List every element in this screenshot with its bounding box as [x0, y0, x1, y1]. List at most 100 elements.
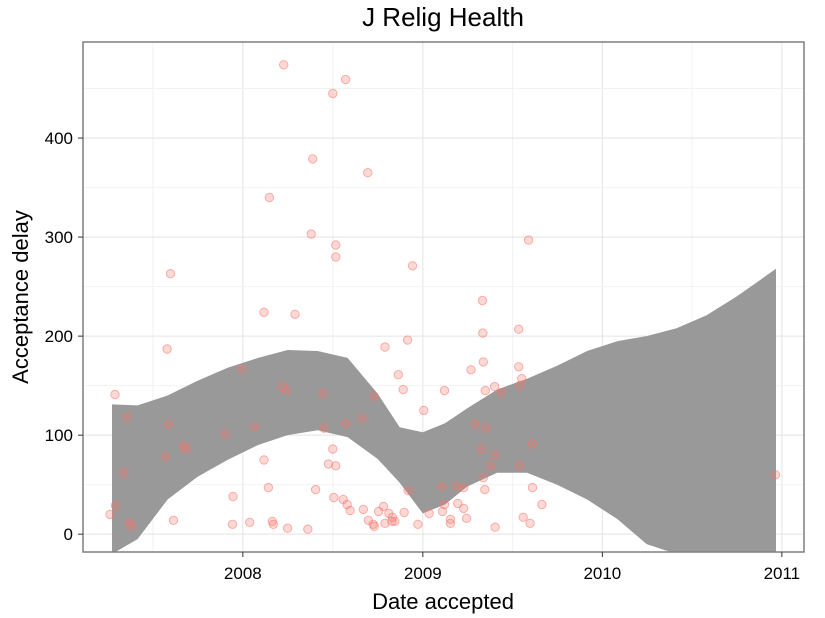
data-point	[263, 482, 274, 493]
data-point	[329, 492, 339, 503]
data-point	[228, 491, 238, 502]
data-point	[537, 499, 547, 510]
data-point	[399, 507, 409, 518]
data-point	[126, 521, 136, 531]
data-point	[110, 500, 121, 511]
data-point	[181, 444, 192, 454]
x-axis-ticks: 2008 2009 2010 2011	[224, 552, 800, 583]
data-point	[380, 342, 390, 352]
x-tick-label: 2010	[583, 564, 621, 583]
data-point	[245, 517, 255, 527]
data-point	[453, 498, 463, 509]
data-point	[331, 240, 341, 250]
data-point	[357, 413, 367, 423]
data-point	[490, 522, 500, 532]
data-point	[345, 505, 355, 516]
x-tick-label: 2011	[764, 564, 801, 583]
data-point	[481, 423, 491, 433]
data-point	[515, 380, 525, 391]
data-point	[340, 74, 351, 85]
data-point	[318, 388, 328, 399]
data-point	[478, 357, 488, 367]
data-point	[523, 235, 534, 245]
data-point	[518, 512, 528, 522]
data-point	[476, 444, 487, 454]
data-point	[478, 473, 488, 483]
data-point	[168, 515, 179, 525]
data-point	[268, 519, 278, 529]
confidence-ribbon	[112, 268, 776, 552]
data-point	[770, 470, 781, 480]
data-point	[122, 412, 132, 422]
data-point	[445, 518, 456, 528]
data-point	[380, 518, 390, 528]
chart-title: J Relig Health	[362, 2, 524, 32]
data-point	[439, 385, 450, 396]
x-tick-label: 2008	[224, 564, 262, 583]
data-point	[413, 519, 423, 529]
data-point	[480, 385, 490, 396]
data-point	[402, 335, 413, 345]
data-point	[527, 482, 538, 493]
data-point	[308, 154, 318, 164]
data-point	[340, 418, 351, 428]
y-axis-ticks: 0 100 200 300 400	[45, 129, 83, 544]
data-point	[470, 419, 481, 429]
data-point	[369, 521, 379, 531]
data-point	[281, 385, 292, 396]
data-point	[390, 516, 400, 526]
data-point	[264, 192, 275, 203]
data-point	[331, 252, 341, 262]
data-point	[110, 389, 120, 400]
x-tick-label: 2009	[404, 564, 442, 583]
data-point	[496, 387, 507, 398]
data-point	[459, 503, 469, 514]
data-point	[514, 324, 524, 334]
y-axis-title: Acceptance delay	[8, 210, 33, 384]
data-point	[363, 168, 373, 178]
data-point	[165, 269, 176, 279]
data-point	[119, 468, 129, 478]
data-point	[514, 362, 524, 372]
data-point	[319, 423, 329, 433]
x-axis-title: Date accepted	[372, 589, 514, 614]
data-point	[306, 229, 316, 239]
data-point	[378, 501, 389, 512]
data-point	[517, 374, 527, 384]
data-point	[259, 307, 269, 317]
data-point	[282, 523, 293, 533]
data-point	[249, 422, 259, 432]
data-point	[461, 513, 472, 523]
data-point	[105, 509, 115, 520]
data-point	[525, 518, 535, 528]
data-point	[437, 506, 448, 517]
y-tick-label: 0	[64, 525, 73, 544]
data-point	[162, 344, 172, 354]
data-point	[328, 88, 338, 99]
data-point	[489, 381, 500, 392]
y-tick-label: 400	[45, 129, 73, 148]
data-point	[220, 429, 230, 439]
data-point	[466, 365, 476, 375]
data-point	[393, 370, 403, 380]
plot-panel-border	[82, 41, 805, 553]
data-point	[237, 364, 247, 374]
data-point	[527, 439, 538, 449]
data-point	[478, 328, 488, 338]
y-tick-label: 300	[45, 228, 73, 247]
data-point	[279, 60, 289, 70]
data-point	[163, 419, 174, 429]
data-point	[160, 452, 171, 462]
data-point	[437, 481, 447, 492]
data-point	[290, 309, 300, 319]
data-point	[407, 261, 418, 271]
data-point	[403, 485, 413, 496]
data-point	[459, 482, 469, 493]
data-point	[490, 450, 500, 460]
data-point	[328, 444, 338, 454]
data-point	[323, 459, 334, 469]
data-point	[515, 461, 525, 471]
data-point	[227, 519, 238, 529]
data-point	[486, 461, 496, 471]
